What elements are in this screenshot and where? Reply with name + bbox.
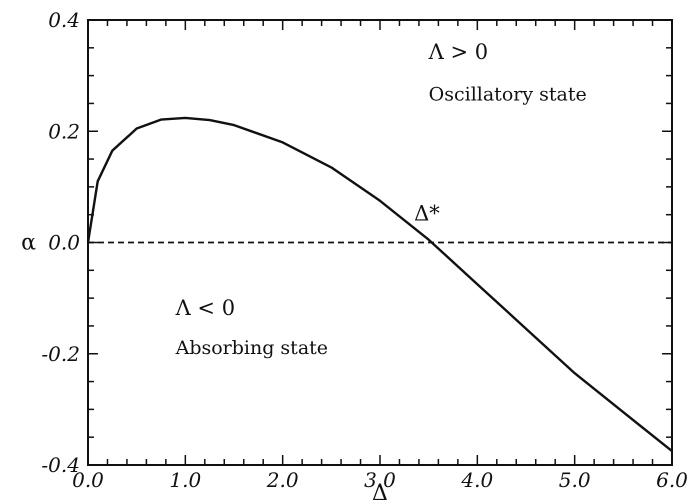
alpha-curve	[86, 116, 673, 453]
y-tick-label: 0.4	[48, 8, 80, 32]
y-ticks: -0.4 -0.2 0.0 0.2 0.4	[41, 8, 672, 477]
annotation: Δ*	[414, 201, 440, 225]
x-ticks: 0.0 1.0 2.0 3.0 4.0 5.0 6.0	[72, 20, 688, 492]
x-tick-label: 6.0	[656, 468, 688, 492]
labels-group: Δα Λ > 0 Oscillatory state Δ* Λ < 0 Absorbing…	[21, 40, 587, 504]
x-tick-label: 5.0	[559, 468, 591, 492]
y-tick-label: -0.2	[41, 342, 80, 366]
x-tick-label: 2.0	[266, 468, 299, 492]
annotation: Oscillatory state	[429, 84, 587, 106]
annotation: Λ > 0	[428, 40, 488, 64]
y-tick-label: 0.0	[48, 231, 80, 255]
y-tick-label: -0.4	[41, 453, 80, 477]
y-axis-label: α	[21, 231, 36, 256]
annotation: Absorbing state	[175, 337, 328, 359]
x-tick-label: 4.0	[460, 468, 493, 492]
x-tick-label: 1.0	[169, 468, 201, 492]
series-group	[86, 116, 673, 453]
x-tick-label: 0.0	[72, 468, 104, 492]
x-axis-label: Δ	[372, 481, 388, 504]
y-tick-label: 0.2	[48, 119, 80, 143]
annotation: Λ < 0	[175, 296, 235, 320]
x-tick-label: 3.0	[364, 468, 396, 492]
